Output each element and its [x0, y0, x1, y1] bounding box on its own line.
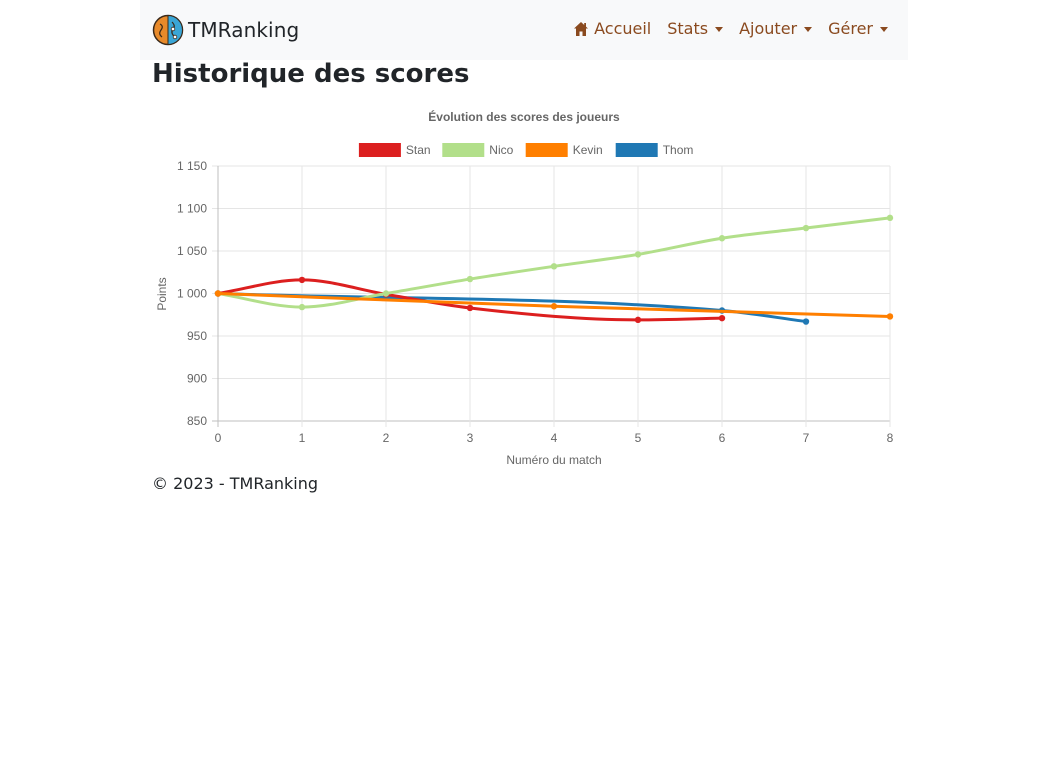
navbar: TMRanking Accueil Stats Ajouter Gérer [140, 0, 908, 60]
nav-home-link[interactable]: Accueil [573, 19, 651, 38]
x-tick-label: 5 [635, 431, 642, 445]
brand-name: TMRanking [188, 18, 300, 42]
chevron-down-icon [715, 26, 724, 32]
legend-swatch-nico [442, 143, 485, 157]
chart-series [214, 214, 894, 325]
data-point-nico [718, 235, 726, 242]
nav-gerer-dropdown[interactable]: Gérer [828, 19, 888, 38]
legend-label-thom: Thom [663, 143, 694, 157]
score-history-chart: Évolution des scores des joueurs Stan Nic… [155, 109, 894, 467]
x-tick-label: 4 [551, 431, 558, 445]
x-tick-label: 1 [299, 431, 306, 445]
brand-link[interactable]: TMRanking [152, 14, 299, 46]
x-axis-ticks: 0 1 2 3 4 5 6 7 8 [215, 431, 894, 445]
y-axis-label: Points [155, 277, 169, 310]
chevron-down-icon [880, 26, 888, 32]
chart-legend: Stan Nico Kevin Thom [358, 143, 694, 157]
data-point-thom [802, 318, 810, 325]
x-axis-label: Numéro du match [506, 453, 601, 467]
x-tick-label: 6 [719, 431, 726, 445]
y-tick-label: 1 100 [177, 202, 207, 216]
x-tick-label: 0 [215, 431, 222, 445]
y-tick-label: 1 000 [177, 287, 207, 301]
home-icon [574, 21, 589, 36]
x-tick-label: 3 [467, 431, 474, 445]
y-axis-ticks: 850 900 950 1 000 1 050 1 100 1 150 [177, 159, 207, 428]
data-point-kevin [886, 313, 894, 320]
data-point-kevin [214, 290, 222, 297]
data-point-kevin [550, 303, 558, 310]
data-point-stan [466, 304, 474, 312]
y-tick-label: 850 [187, 414, 207, 428]
nav-stats-label: Stats [667, 19, 709, 38]
legend-swatch-thom [615, 143, 658, 157]
series-kevin [214, 290, 894, 320]
series-line-stan [216, 278, 724, 322]
legend-swatch-kevin [525, 143, 568, 157]
x-tick-label: 8 [887, 431, 894, 445]
nav-gerer-label: Gérer [828, 19, 873, 38]
data-point-stan [718, 314, 726, 322]
legend-label-nico: Nico [489, 143, 513, 157]
y-tick-label: 1 150 [177, 159, 207, 173]
legend-label-stan: Stan [406, 143, 431, 157]
data-point-nico [886, 214, 894, 222]
nav-ajouter-dropdown[interactable]: Ajouter [739, 19, 813, 38]
chevron-down-icon [804, 26, 813, 32]
data-point-nico [382, 290, 390, 297]
nav-stats-dropdown[interactable]: Stats [667, 19, 724, 38]
main-nav: Accueil Stats Ajouter Gérer [557, 19, 888, 38]
x-tick-label: 7 [803, 431, 810, 445]
legend-label-kevin: Kevin [573, 143, 603, 157]
series-line-thom [216, 292, 808, 324]
y-tick-label: 1 050 [177, 244, 207, 258]
page-title: Historique des scores [152, 59, 470, 89]
data-point-stan [634, 316, 642, 324]
y-tick-label: 900 [187, 372, 207, 386]
y-tick-label: 950 [187, 329, 207, 343]
legend-swatch-stan [358, 143, 401, 157]
data-point-stan [298, 276, 306, 284]
data-point-nico [634, 251, 642, 258]
data-point-nico [550, 263, 558, 270]
chart-title: Évolution des scores des joueurs [428, 109, 620, 124]
footer-copyright: © 2023 - TMRanking [152, 474, 319, 493]
nav-home-label: Accueil [594, 19, 652, 38]
data-point-nico [466, 275, 474, 283]
data-point-nico [802, 224, 810, 232]
data-point-nico [298, 303, 306, 311]
x-tick-label: 2 [383, 431, 390, 445]
nav-ajouter-label: Ajouter [739, 19, 798, 38]
brand-logo-icon [152, 14, 184, 46]
